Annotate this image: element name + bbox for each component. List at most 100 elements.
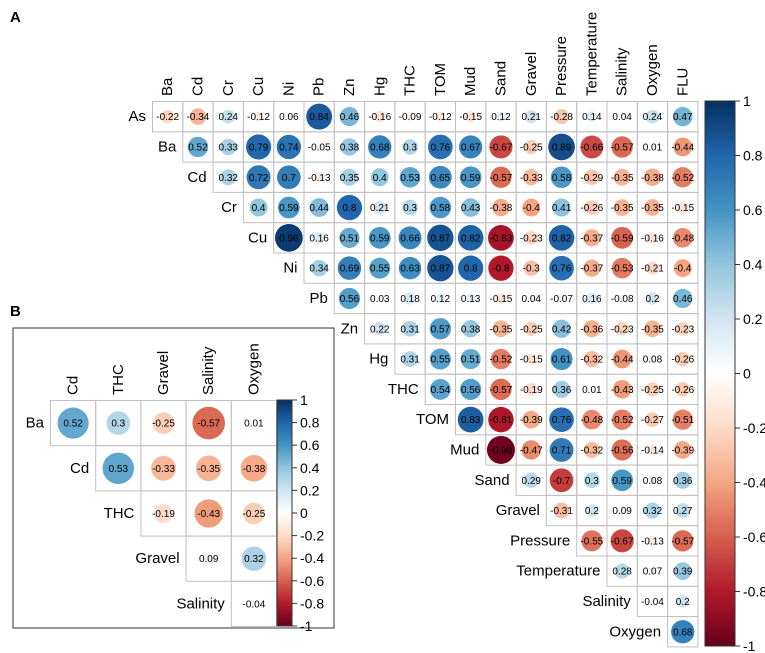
cell-cu-tom-circle: [427, 224, 454, 252]
cell-temperature-salinity-value: 0.28: [612, 567, 632, 578]
cell-ba-oxygen-circle: [651, 145, 654, 149]
cell-cd-pb-value: -0.13: [308, 173, 331, 184]
cell-as-zn-circle: [339, 107, 360, 127]
cell-ni-salinity-value: -0.53: [611, 264, 634, 275]
cell-ba-cd-circle: [57, 407, 89, 439]
row-label-oxygen: Oxygen: [609, 623, 661, 640]
cell-ba-oxygen-circle: [251, 420, 257, 426]
cell-cr-zn-circle: [336, 194, 363, 221]
cell-as-zn-value: 0.46: [340, 112, 360, 123]
cell-thc-oxygen-circle: [645, 382, 660, 397]
col-label-flu: FLU: [674, 68, 691, 96]
cell-cd-oxygen-value: -0.38: [243, 464, 266, 475]
colorbar-a-tick-label-6: -0.2: [743, 420, 765, 436]
row-label-as: As: [128, 108, 146, 125]
cell-cr-pb-value: 0.44: [309, 203, 329, 214]
cell-mud-oxygen-value: -0.14: [641, 445, 664, 456]
col-label-gravel: Gravel: [155, 351, 172, 395]
cell-pb-mud-circle: [465, 293, 476, 304]
row-label-gravel: Gravel: [496, 502, 540, 519]
row-label-ba: Ba: [158, 138, 177, 155]
cell-as-flu-value: 0.47: [673, 112, 693, 123]
cell-ba-cu-value: 0.79: [249, 142, 269, 153]
cell-cd-zn-circle: [341, 168, 358, 186]
panel-b-correlation-matrix: Cd THC Gravel Salinity Oxygen Ba 0.52 0.3 -0.25 -…: [26, 343, 325, 634]
cell-pb-mud-value: 0.13: [461, 294, 481, 305]
colorbar-b-tick-label-7: -0.4: [300, 550, 324, 566]
row-label-salinity: Salinity: [582, 593, 631, 610]
cell-ba-salinity-value: -0.57: [197, 419, 220, 430]
cell-cu-hg-circle: [368, 226, 391, 249]
cell-ba-temperature-circle: [580, 135, 604, 159]
cell-cr-gravel-value: -0.4: [523, 203, 541, 214]
cell-cr-salinity-circle: [613, 199, 631, 216]
cell-as-gravel-value: 0.21: [522, 112, 542, 123]
cell-thc-pressure-value: 0.36: [552, 385, 572, 396]
col-label-zn: Zn: [341, 78, 358, 96]
cell-ba-mud-circle: [459, 135, 483, 159]
cell-zn-flu-value: -0.23: [671, 324, 694, 335]
cell-as-oxygen-circle: [645, 109, 660, 124]
cell-hg-oxygen-value: 0.08: [643, 355, 663, 366]
cell-gravel-oxygen-value: 0.32: [244, 554, 264, 565]
cell-pb-gravel-circle: [528, 295, 535, 302]
cell-pressure-oxygen-circle: [647, 535, 658, 546]
cell-cr-ni-value: 0.59: [279, 203, 299, 214]
colorbar-a-tick-label-3: 0.4: [743, 257, 763, 273]
cell-zn-oxygen-circle: [644, 320, 661, 338]
cell-ba-cd-circle: [187, 136, 209, 158]
cell-tom-flu-value: -0.51: [671, 415, 694, 426]
cell-ni-flu-circle: [673, 259, 692, 278]
col-label-hg: Hg: [371, 77, 388, 96]
cell-as-oxygen-value: 0.24: [643, 112, 663, 123]
cell-thc-mud-value: 0.56: [461, 385, 481, 396]
cell-sand-oxygen-circle: [648, 476, 657, 485]
panel-a-label: A: [10, 9, 21, 26]
cell-cd-salinity-value: -0.35: [611, 173, 634, 184]
cell-cd-hg-circle: [370, 168, 389, 187]
cell-cd-mud-value: 0.59: [461, 173, 481, 184]
cell-pb-hg-value: 0.03: [370, 294, 390, 305]
row-label-pressure: Pressure: [510, 532, 570, 549]
cell-tom-gravel-circle: [522, 410, 541, 429]
cell-hg-mud-circle: [460, 348, 481, 370]
cell-ni-hg-value: 0.55: [370, 264, 390, 275]
cell-hg-temperature-circle: [583, 351, 600, 368]
col-label-pressure: Pressure: [553, 36, 570, 96]
row-label-temperature: Temperature: [516, 563, 600, 580]
cell-ni-gravel-value: -0.3: [523, 264, 541, 275]
cell-zn-sand-circle: [492, 320, 510, 338]
cell-cu-flu-value: -0.48: [671, 233, 694, 244]
cell-pb-thc-circle: [404, 292, 417, 305]
cell-ni-thc-value: 0.63: [400, 264, 420, 275]
cell-ba-gravel-value: -0.25: [520, 142, 543, 153]
cell-cd-salinity-value: -0.35: [197, 464, 220, 475]
cell-tom-mud-circle: [457, 406, 484, 433]
cell-zn-temperature-value: -0.36: [580, 324, 603, 335]
cell-mud-salinity-value: -0.56: [611, 445, 634, 456]
colorbar-b-tick-label-2: 0.6: [300, 437, 320, 453]
cell-cr-pressure-value: 0.41: [552, 203, 572, 214]
cell-thc-oxygen-value: -0.25: [641, 385, 664, 396]
cell-sand-salinity-value: 0.59: [612, 476, 632, 487]
cell-hg-gravel-circle: [525, 353, 537, 365]
cell-ba-salinity-circle: [192, 406, 226, 440]
cell-gravel-pressure-value: -0.31: [550, 506, 573, 517]
cell-pb-oxygen-value: 0.2: [645, 294, 659, 305]
cell-cr-salinity-value: -0.35: [611, 203, 634, 214]
cell-cu-pressure-value: 0.82: [552, 233, 572, 244]
cell-ba-ni-value: 0.74: [279, 142, 299, 153]
colorbar-a-tick-label-9: -0.8: [743, 584, 765, 600]
col-label-cd: Cd: [65, 376, 82, 395]
cell-cd-hg-value: 0.4: [373, 173, 387, 184]
cell-pb-gravel-value: 0.04: [522, 294, 542, 305]
cell-cd-mud-circle: [459, 166, 482, 189]
cell-cr-flu-value: -0.15: [671, 203, 694, 214]
cell-cd-thc-value: 0.53: [109, 464, 129, 475]
cell-ba-oxygen-value: 0.01: [244, 419, 264, 430]
cell-zn-pressure-value: 0.42: [552, 324, 572, 335]
cell-cr-gravel-circle: [522, 198, 541, 217]
cell-pb-temperature-circle: [586, 292, 598, 305]
colorbar-b-tick-label-5: 0: [300, 505, 308, 521]
cell-pb-zn-value: 0.56: [340, 294, 360, 305]
